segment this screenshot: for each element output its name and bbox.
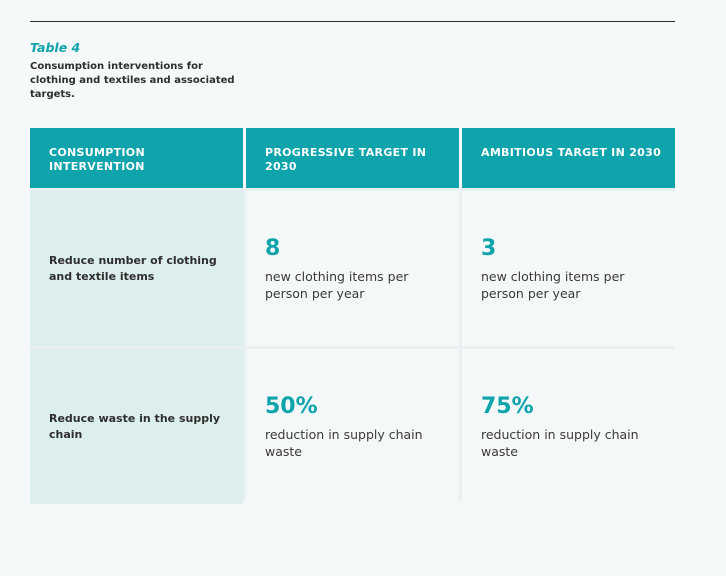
target-description: new clothing items per person per year	[265, 268, 409, 301]
interventions-table: CONSUMPTION INTERVENTION PROGRESSIVE TAR…	[30, 128, 675, 504]
cell-ambitious-supply-chain-waste: 75% reduction in supply chain waste	[462, 349, 675, 504]
target-value: 3	[481, 235, 497, 261]
cell-progressive-supply-chain-waste: 50% reduction in supply chain waste	[246, 349, 459, 504]
table-caption: Consumption interventions for clothing a…	[30, 61, 235, 100]
header-consumption-intervention: CONSUMPTION INTERVENTION	[30, 128, 243, 188]
target-value: 8	[265, 235, 281, 261]
row-intervention-supply-chain-waste: Reduce waste in the supply chain	[30, 349, 243, 504]
target-description: reduction in supply chain waste	[481, 426, 639, 459]
header-progressive-target: PROGRESSIVE TARGET IN 2030	[246, 128, 459, 188]
cell-progressive-clothing-items: 8 new clothing items per person per year	[246, 191, 459, 346]
target-value: 50%	[265, 393, 318, 419]
header-ambitious-target: AMBITIOUS TARGET IN 2030	[462, 128, 675, 188]
target-description: new clothing items per person per year	[481, 268, 625, 301]
target-description: reduction in supply chain waste	[265, 426, 423, 459]
table-label: Table 4	[30, 40, 81, 55]
row-intervention-clothing-items: Reduce number of clothing and textile it…	[30, 191, 243, 346]
top-rule	[30, 21, 675, 22]
table-caption-block: Table 4 Consumption interventions for cl…	[30, 40, 250, 102]
target-value: 75%	[481, 393, 534, 419]
cell-ambitious-clothing-items: 3 new clothing items per person per year	[462, 191, 675, 346]
